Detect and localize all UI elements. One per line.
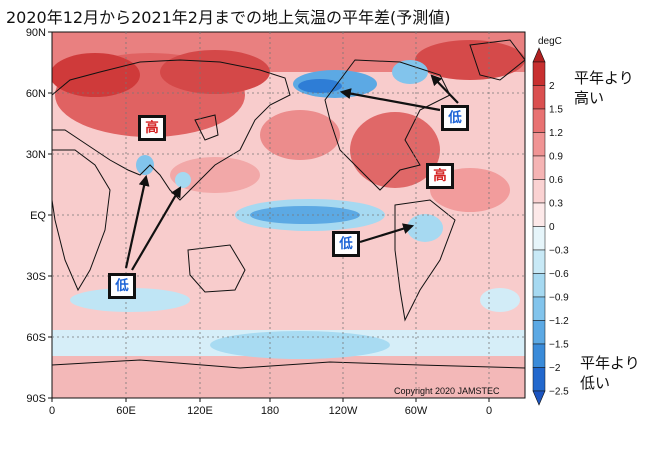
label-low-asia: 低 — [108, 273, 136, 299]
y-tick-label: 60S — [26, 332, 46, 344]
warm-legend-line2: 高い — [574, 89, 605, 107]
annotation-arrows — [124, 74, 459, 271]
colorbar-swatch — [532, 226, 546, 251]
colorbar-label: 1.5 — [549, 105, 563, 116]
x-tick-label: 0 — [486, 405, 492, 417]
arrow-to-south-america — [359, 223, 415, 244]
colorbar-swatch — [532, 85, 546, 110]
page-title: 2020年12月から2021年2月までの地上気温の平年差(予測値) — [6, 8, 451, 27]
coastlines — [52, 39, 525, 369]
colorbar-label: −1.5 — [549, 340, 569, 351]
warm-legend-label: 平年より 高い — [574, 68, 634, 108]
colorbar-bottom-arrow — [532, 390, 546, 406]
colorbar-swatch — [532, 155, 546, 180]
x-tick-label: 0 — [49, 405, 55, 417]
colorbar-swatch — [532, 202, 546, 227]
cool-legend-line2: 低い — [580, 374, 611, 392]
colorbar-swatch — [532, 343, 546, 368]
arrow-to-southeast-asia — [131, 186, 182, 271]
colorbar-label: 0.3 — [549, 199, 563, 210]
x-tick-label: 60W — [405, 405, 428, 417]
arrow-to-greenland — [430, 74, 459, 104]
colorbar-label: 0 — [549, 222, 555, 233]
label-high-north-america: 高 — [426, 163, 454, 189]
colorbar-swatch — [532, 108, 546, 133]
colorbar-swatch — [532, 132, 546, 157]
colorbar-unit: degC — [538, 36, 562, 47]
colorbar-swatch — [532, 273, 546, 298]
y-tick-label: EQ — [30, 210, 46, 222]
colorbar-label: 0.6 — [549, 175, 563, 186]
y-tick-label: 90N — [26, 27, 46, 39]
colorbar-swatch — [532, 61, 546, 86]
x-axis-labels: 0 60E 120E 180 120W 60W 0 — [49, 405, 492, 417]
colorbar-label: −0.9 — [549, 293, 569, 304]
x-tick-label: 120E — [187, 405, 213, 417]
label-low-north-pacific: 低 — [441, 105, 469, 131]
colorbar-swatch — [532, 249, 546, 274]
label-low-pacific: 低 — [332, 231, 360, 257]
cool-legend-label: 平年より 低い — [580, 353, 640, 393]
arrow-to-alaska — [339, 88, 441, 112]
copyright-text: Copyright 2020 JAMSTEC — [394, 386, 500, 396]
colorbar-label: 0.9 — [549, 152, 563, 163]
gridlines — [52, 32, 525, 398]
colorbar-swatch — [532, 367, 546, 392]
colorbar-label: 2 — [549, 81, 555, 92]
colorbar-swatch — [532, 296, 546, 321]
colorbar-label: −2 — [549, 363, 561, 374]
y-tick-label: 30N — [26, 149, 46, 161]
y-axis-labels: 90N 60N 30N EQ 30S 60S 90S — [26, 27, 47, 405]
colorbar-label: −0.6 — [549, 269, 569, 280]
x-tick-label: 60E — [116, 405, 136, 417]
colorbar-swatch — [532, 320, 546, 345]
y-tick-label: 90S — [26, 393, 46, 405]
colorbar-label: −1.2 — [549, 316, 569, 327]
cool-legend-line1: 平年より — [580, 354, 640, 372]
colorbar-label: 1.2 — [549, 128, 563, 139]
colorbar: degC 2 1.5 1.2 0.9 0.6 0.3 0 −0.3 −0.6 −0.9 −1.2 −1… — [532, 36, 569, 406]
warm-anomaly-north-america — [350, 112, 440, 188]
colorbar-label: −2.5 — [549, 387, 569, 398]
y-tick-label: 30S — [26, 271, 46, 283]
colorbar-label: −0.3 — [549, 246, 569, 257]
x-tick-label: 180 — [261, 405, 279, 417]
x-tick-label: 120W — [329, 405, 358, 417]
colorbar-top-arrow — [532, 47, 546, 63]
label-high-eurasia: 高 — [138, 115, 166, 141]
warm-legend-line1: 平年より — [574, 69, 634, 87]
colorbar-swatch — [532, 179, 546, 204]
arrow-to-india — [124, 174, 150, 269]
y-tick-label: 60N — [26, 88, 46, 100]
